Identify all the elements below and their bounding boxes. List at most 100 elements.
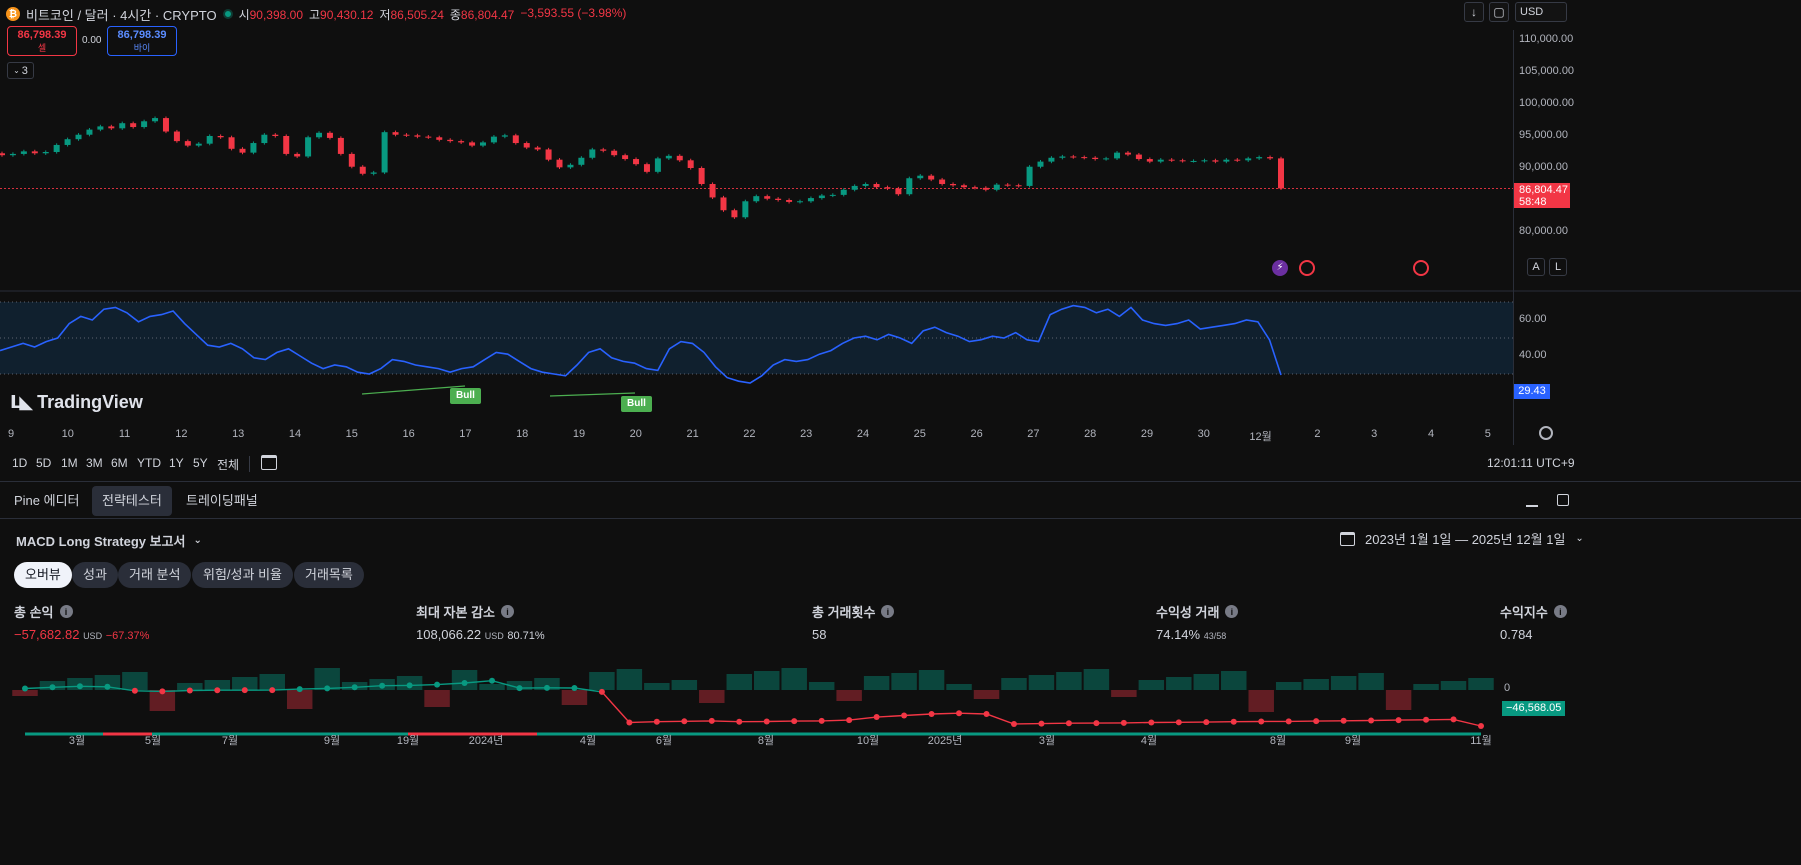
tab-trading-panel[interactable]: 트레이딩패널 — [186, 493, 258, 508]
candle — [731, 210, 738, 218]
equity-point — [241, 687, 248, 694]
candle — [950, 184, 957, 186]
equity-tick-label: 19월 — [396, 735, 420, 747]
maximize-icon[interactable] — [1557, 494, 1569, 506]
period-bar — [1248, 690, 1274, 712]
clock[interactable]: 12:01:11 UTC+9 — [1487, 456, 1575, 470]
equity-point — [324, 685, 331, 692]
equity-tick-label: 2025년 — [927, 735, 963, 747]
range-1y[interactable]: 1Y — [169, 456, 184, 470]
fullscreen-icon: ▢ — [1493, 5, 1505, 19]
range-6m[interactable]: 6M — [111, 456, 128, 470]
auto-scale-button[interactable]: A — [1527, 258, 1545, 276]
divergence-line — [549, 392, 636, 397]
range-5d[interactable]: 5D — [36, 456, 52, 470]
candle — [261, 134, 268, 144]
period-bar — [12, 690, 38, 696]
period-bar — [1083, 669, 1110, 690]
candle — [807, 198, 814, 202]
equity-point — [736, 718, 743, 725]
fullscreen-button[interactable]: ▢ — [1489, 2, 1509, 22]
equity-point — [1313, 718, 1320, 725]
period-bar — [232, 677, 258, 690]
equity-tick-label: 9월 — [323, 735, 341, 747]
candle — [556, 159, 563, 168]
candle — [982, 187, 989, 190]
currency-select[interactable]: USD — [1515, 2, 1567, 22]
symbol-name[interactable]: 비트코인 / 달러 · 4시간 · CRYPTO — [26, 7, 217, 23]
equity-point — [406, 682, 413, 689]
candle — [797, 201, 804, 203]
time-tick-label: 14 — [288, 428, 302, 440]
range-all[interactable]: 전체 — [217, 458, 240, 472]
equity-point — [1285, 718, 1292, 725]
equity-chart[interactable] — [0, 652, 1801, 752]
chip-trade-analysis[interactable]: 거래 분석 — [118, 562, 192, 588]
us-flag-icon[interactable] — [1299, 260, 1315, 276]
download-button[interactable]: ↓ — [1464, 2, 1484, 22]
time-tick-label: 4 — [1427, 428, 1435, 440]
calendar-range-icon[interactable] — [261, 455, 277, 470]
range-3m[interactable]: 3M — [86, 456, 103, 470]
range-5y[interactable]: 5Y — [193, 456, 208, 470]
candle — [458, 141, 465, 143]
log-scale-button[interactable]: L — [1549, 258, 1567, 276]
flash-icon[interactable]: ⚡ — [1272, 260, 1288, 276]
range-1d[interactable]: 1D — [12, 456, 28, 470]
info-icon[interactable]: i — [500, 605, 514, 618]
range-ytd[interactable]: YTD — [137, 456, 161, 470]
tab-strategy-tester[interactable]: 전략테스터 — [92, 486, 172, 516]
panel-divider — [0, 518, 1801, 519]
tab-pine-editor[interactable]: Pine 에디터 — [14, 493, 80, 508]
equity-point — [296, 686, 303, 693]
equity-tick-label: 6월 — [655, 735, 673, 747]
bull-label: Bull — [450, 388, 481, 404]
chip-trade-list[interactable]: 거래목록 — [294, 562, 364, 588]
metric-sub: 43/58 — [1203, 631, 1227, 641]
equity-tick-label: 11월 — [1470, 735, 1492, 747]
rsi-tick-label: 40.00 — [1519, 349, 1547, 361]
period-bar — [204, 680, 231, 690]
candle — [884, 187, 891, 189]
tradingview-wordmark: TradingView — [37, 392, 143, 412]
candle — [873, 184, 880, 188]
chip-risk-ratio[interactable]: 위험/성과 비율 — [192, 562, 293, 588]
info-icon[interactable]: i — [59, 605, 73, 618]
candle — [20, 151, 27, 154]
equity-point — [1230, 718, 1237, 725]
equity-point — [543, 684, 550, 691]
price-chart[interactable] — [0, 0, 1801, 445]
candle — [1081, 157, 1088, 159]
equity-point — [1148, 719, 1155, 726]
sell-button[interactable]: 86,798.39 셀 — [7, 26, 77, 56]
chip-performance[interactable]: 성과 — [72, 562, 118, 588]
chart-area[interactable]: ₿ 비트코인 / 달러 · 4시간 · CRYPTO 시90,398.00 고9… — [0, 0, 1801, 445]
info-icon[interactable]: i — [1225, 605, 1239, 618]
metric-label: 총 손익 — [14, 605, 54, 620]
candle — [1245, 158, 1252, 161]
report-selector[interactable]: MACD Long Strategy 보고서 ⌄ — [16, 531, 202, 550]
candle — [1124, 152, 1131, 155]
time-tick-label: 25 — [913, 428, 926, 440]
candle — [862, 184, 869, 186]
candle — [1103, 158, 1110, 160]
candle — [851, 185, 858, 190]
axis-settings-icon[interactable] — [1539, 426, 1553, 440]
candle — [643, 164, 650, 172]
date-range-selector[interactable]: 2023년 1월 1일 — 2025년 12월 1일 ⌄ — [1340, 529, 1584, 548]
minimize-icon[interactable] — [1526, 505, 1538, 507]
equity-point — [489, 677, 496, 684]
indicators-toggle[interactable]: ⌄ 3 — [7, 62, 34, 79]
spread-value: 0.00 — [82, 35, 102, 46]
equity-point — [956, 710, 963, 717]
info-icon[interactable]: i — [1553, 605, 1567, 618]
buy-button[interactable]: 86,798.39 바이 — [107, 26, 177, 56]
chip-overview[interactable]: 오버뷰 — [14, 562, 72, 588]
info-icon[interactable]: i — [881, 605, 895, 618]
equity-point — [791, 718, 798, 725]
range-1m[interactable]: 1M — [61, 456, 78, 470]
us-flag-icon[interactable] — [1413, 260, 1429, 276]
chevron-down-icon: ⌄ — [1575, 533, 1584, 544]
period-bar — [1413, 684, 1439, 690]
equity-point — [214, 687, 221, 694]
